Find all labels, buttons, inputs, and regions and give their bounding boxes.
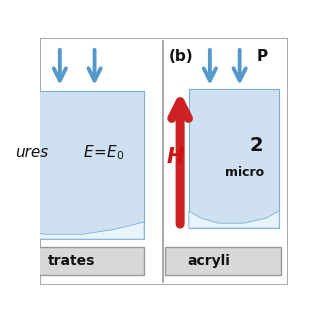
Polygon shape [189, 211, 279, 228]
Text: micro: micro [225, 166, 264, 179]
Text: ures: ures [15, 146, 48, 160]
Text: (b): (b) [169, 49, 194, 64]
Text: 2: 2 [250, 136, 263, 155]
Text: H: H [166, 147, 184, 167]
FancyBboxPatch shape [165, 247, 281, 275]
Text: acryli: acryli [188, 254, 230, 268]
FancyBboxPatch shape [0, 247, 144, 275]
FancyBboxPatch shape [189, 89, 279, 228]
FancyBboxPatch shape [0, 92, 144, 239]
FancyBboxPatch shape [40, 38, 288, 285]
Text: $E\!=\!E_0$: $E\!=\!E_0$ [84, 144, 124, 162]
Polygon shape [0, 222, 144, 239]
Text: trates: trates [47, 254, 95, 268]
Text: P: P [257, 49, 268, 64]
